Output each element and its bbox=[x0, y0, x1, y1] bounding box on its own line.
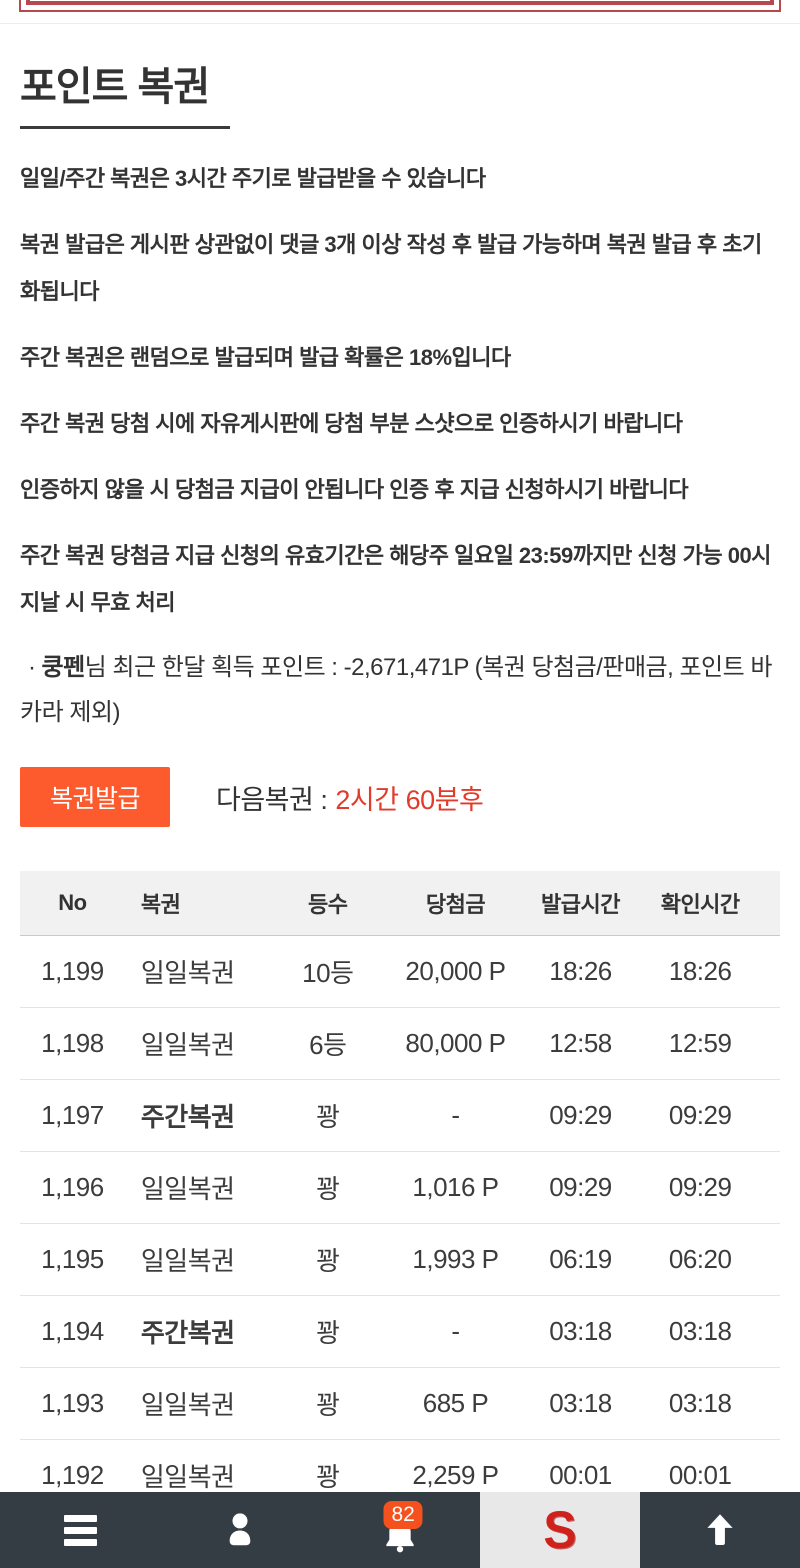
cell-prize: 685 P bbox=[370, 1367, 541, 1440]
cell-no: 1,197 bbox=[20, 1079, 125, 1152]
person-icon bbox=[229, 1513, 251, 1546]
cell-rank: 6등 bbox=[285, 1007, 371, 1080]
cell-rank: 꽝 bbox=[285, 1151, 371, 1224]
page-title: 포인트 복권 bbox=[20, 65, 210, 109]
cell-rank: 꽝 bbox=[285, 1079, 371, 1152]
cell-issued: 09:29 bbox=[540, 1079, 621, 1152]
username: 쿵펜 bbox=[41, 654, 86, 681]
lottery-history-table: No 복권 등수 당첨금 발급시간 확인시간 1,199 일일복권 10등 20,000 P 18… bbox=[20, 871, 780, 1512]
cell-checked: 09:29 bbox=[620, 1151, 780, 1224]
cell-type: 주간복권 bbox=[124, 1079, 286, 1152]
arrow-up-icon bbox=[707, 1514, 733, 1546]
column-header: 복권 bbox=[124, 871, 286, 936]
cell-type: 일일복권 bbox=[124, 1151, 286, 1224]
column-header: 등수 bbox=[285, 871, 371, 936]
next-lottery-countdown: 2시간 60분후 bbox=[335, 784, 484, 815]
instruction-text: 일일/주간 복권은 3시간 주기로 발급받을 수 있습니다 bbox=[20, 166, 486, 191]
cell-no: 1,196 bbox=[20, 1151, 125, 1224]
cell-type: 일일복권 bbox=[124, 1223, 286, 1296]
table-row: 1,196 일일복권 꽝 1,016 P 09:29 09:29 bbox=[20, 1151, 780, 1224]
cell-type: 주간복권 bbox=[124, 1295, 286, 1368]
column-header: 당첨금 bbox=[370, 871, 541, 936]
table-row: 1,197 주간복권 꽝 -09:29 09:29 bbox=[20, 1079, 780, 1152]
cell-issued: 18:26 bbox=[540, 935, 621, 1008]
column-header: 확인시간 bbox=[620, 871, 780, 936]
cell-rank: 10등 bbox=[285, 935, 371, 1008]
table-row: 1,193 일일복권 꽝 685 P 03:18 03:18 bbox=[20, 1367, 780, 1440]
nav-tab-profile[interactable] bbox=[160, 1492, 320, 1568]
cell-rank: 꽝 bbox=[285, 1367, 371, 1440]
header-divider bbox=[0, 23, 800, 24]
instruction-text: 주간 복권 당첨금 지급 신청의 유효기간은 해당주 일요일 23:59까지만 … bbox=[20, 543, 771, 615]
instruction-text: 주간 복권은 랜덤으로 발급되며 발급 확률은 18%입니다 bbox=[20, 345, 511, 370]
cell-rank: 꽝 bbox=[285, 1223, 371, 1296]
cell-checked: 18:26 bbox=[620, 935, 780, 1008]
cell-no: 1,193 bbox=[20, 1367, 125, 1440]
bottom-nav: 82 S bbox=[0, 1492, 800, 1568]
cell-prize: 1,993 P bbox=[370, 1223, 541, 1296]
cell-issued: 03:18 bbox=[540, 1367, 621, 1440]
cell-no: 1,195 bbox=[20, 1223, 125, 1296]
next-lottery-info: 다음복권 :2시간 60분후 bbox=[216, 778, 484, 817]
bullet: · bbox=[28, 654, 36, 681]
issue-row: 복권발급 다음복권 :2시간 60분후 bbox=[20, 767, 780, 827]
instruction-text: 복권 발급은 게시판 상관없이 댓글 3개 이상 작성 후 발급 가능하며 복권… bbox=[20, 232, 762, 304]
issue-lottery-button[interactable]: 복권발급 bbox=[20, 767, 170, 827]
cell-prize: - bbox=[370, 1295, 541, 1368]
table-row: 1,198 일일복권 6등 80,000 P 12:58 12:59 bbox=[20, 1007, 780, 1080]
site-logo-icon: S bbox=[543, 1500, 577, 1560]
cell-checked: 12:59 bbox=[620, 1007, 780, 1080]
cell-checked: 03:18 bbox=[620, 1367, 780, 1440]
nav-tab-site-logo[interactable]: S bbox=[480, 1492, 640, 1568]
cell-rank: 꽝 bbox=[285, 1295, 371, 1368]
top-red-frame-inner-border bbox=[26, 0, 774, 5]
cell-issued: 03:18 bbox=[540, 1295, 621, 1368]
instruction-text: 주간 복권 당첨 시에 자유게시판에 당첨 부분 스샷으로 인증하시기 바랍니다 bbox=[20, 411, 683, 436]
lottery-table-header: No 복권 등수 당첨금 발급시간 확인시간 bbox=[20, 871, 780, 936]
cell-type: 일일복권 bbox=[124, 935, 286, 1008]
notification-badge: 82 bbox=[383, 1501, 423, 1529]
cell-issued: 06:19 bbox=[540, 1223, 621, 1296]
nav-tab-scroll-top[interactable] bbox=[640, 1492, 800, 1568]
column-header: No bbox=[20, 871, 125, 936]
top-red-frame-outer-border bbox=[19, 0, 781, 12]
cell-type: 일일복권 bbox=[124, 1367, 286, 1440]
header-row: No 복권 등수 당첨금 발급시간 확인시간 bbox=[20, 871, 780, 936]
cell-no: 1,199 bbox=[20, 935, 125, 1008]
cell-no: 1,198 bbox=[20, 1007, 125, 1080]
cell-checked: 06:20 bbox=[620, 1223, 780, 1296]
nav-tab-notifications[interactable]: 82 bbox=[320, 1492, 480, 1568]
cell-prize: 1,016 P bbox=[370, 1151, 541, 1224]
cell-prize: - bbox=[370, 1079, 541, 1152]
title-underline bbox=[20, 126, 230, 129]
cell-prize: 20,000 P bbox=[370, 935, 541, 1008]
top-red-frame bbox=[0, 0, 800, 17]
table-row: 1,199 일일복권 10등 20,000 P 18:26 18:26 bbox=[20, 935, 780, 1008]
nav-tab-menu[interactable] bbox=[0, 1492, 160, 1568]
cell-checked: 03:18 bbox=[620, 1295, 780, 1368]
cell-prize: 80,000 P bbox=[370, 1007, 541, 1080]
cell-checked: 09:29 bbox=[620, 1079, 780, 1152]
menu-icon bbox=[63, 1514, 97, 1546]
cell-type: 일일복권 bbox=[124, 1007, 286, 1080]
instruction-text: 인증하지 않을 시 당첨금 지급이 안됩니다 인증 후 지급 신청하시기 바랍니… bbox=[20, 477, 689, 502]
summary-text: 님 최근 한달 획득 포인트 : -2,671,471P (복권 당첨금/판매금… bbox=[20, 654, 772, 726]
cell-no: 1,194 bbox=[20, 1295, 125, 1368]
table-row: 1,194 주간복권 꽝 -03:18 03:18 bbox=[20, 1295, 780, 1368]
cell-issued: 09:29 bbox=[540, 1151, 621, 1224]
user-point-summary: · 쿵펜님 최근 한달 획득 포인트 : -2,671,471P (복권 당첨금/… bbox=[20, 645, 780, 735]
cell-issued: 12:58 bbox=[540, 1007, 621, 1080]
table-row: 1,195 일일복권 꽝 1,993 P 06:19 06:20 bbox=[20, 1223, 780, 1296]
lottery-table-body: 1,199 일일복권 10등 20,000 P 18:26 18:26 1,198 일일복권 6… bbox=[20, 935, 780, 1512]
next-lottery-label: 다음복권 : bbox=[216, 784, 328, 815]
column-header: 발급시간 bbox=[540, 871, 620, 936]
